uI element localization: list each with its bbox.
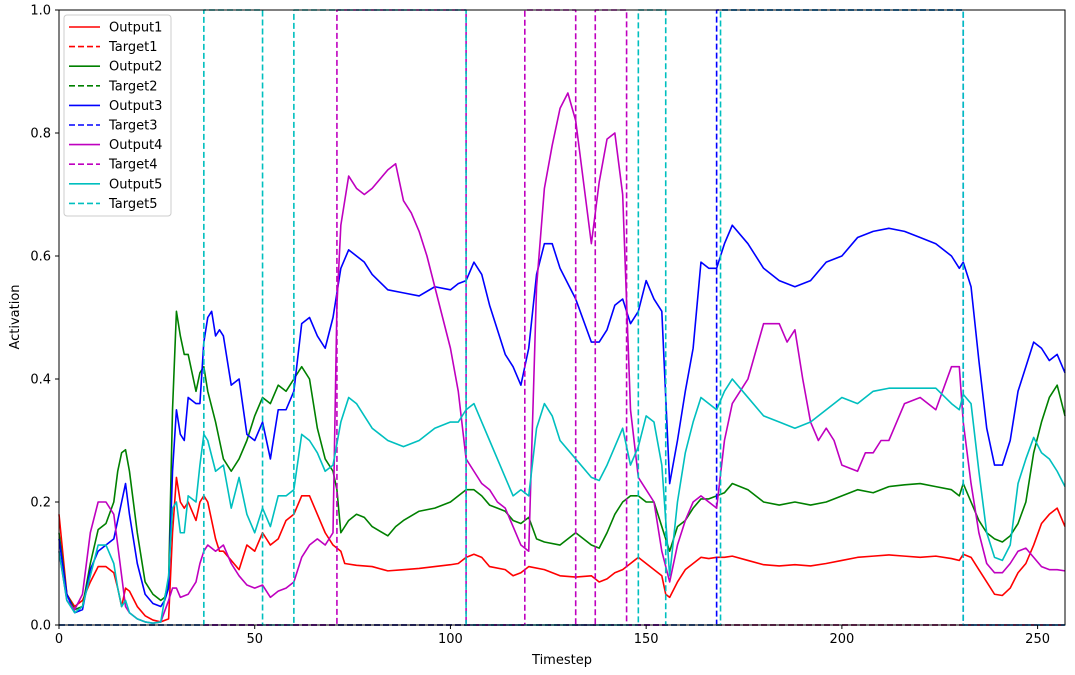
legend-label-output5: Output5 [109,177,162,192]
legend-label-output1: Output1 [109,21,162,36]
legend-label-output2: Output2 [109,60,162,75]
y-axis-label: Activation [8,284,23,349]
y-tick-label: 0.6 [30,250,51,265]
x-axis-label: Timestep [531,653,592,668]
legend-label-target5: Target5 [108,197,158,212]
y-tick-label: 0.4 [30,373,51,388]
legend-label-target3: Target3 [108,119,158,134]
x-tick-label: 100 [438,632,463,647]
legend-label-target2: Target2 [108,79,158,94]
legend-label-target1: Target1 [108,40,158,55]
y-tick-label: 0.0 [30,619,51,634]
y-tick-label: 1.0 [30,4,51,19]
x-tick-label: 150 [634,632,659,647]
x-tick-label: 250 [1025,632,1050,647]
y-tick-label: 0.2 [30,496,51,511]
x-tick-label: 0 [55,632,63,647]
y-tick-label: 0.8 [30,127,51,142]
x-tick-label: 200 [829,632,854,647]
legend-label-target4: Target4 [108,158,158,173]
legend-label-output4: Output4 [109,138,162,153]
legend: Output1 Target1 Output2 Target2 Output3 Targe… [64,15,171,216]
legend-label-output3: Output3 [109,99,162,114]
x-tick-label: 50 [246,632,263,647]
